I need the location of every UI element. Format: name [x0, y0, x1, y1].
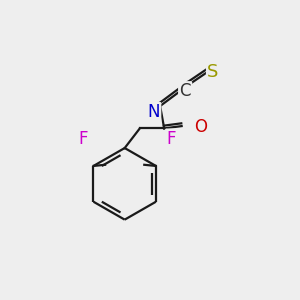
Text: F: F [78, 130, 88, 148]
Text: O: O [194, 118, 207, 136]
Text: C: C [179, 82, 191, 100]
Text: F: F [167, 130, 176, 148]
Text: N: N [148, 103, 160, 121]
Text: S: S [207, 63, 219, 81]
